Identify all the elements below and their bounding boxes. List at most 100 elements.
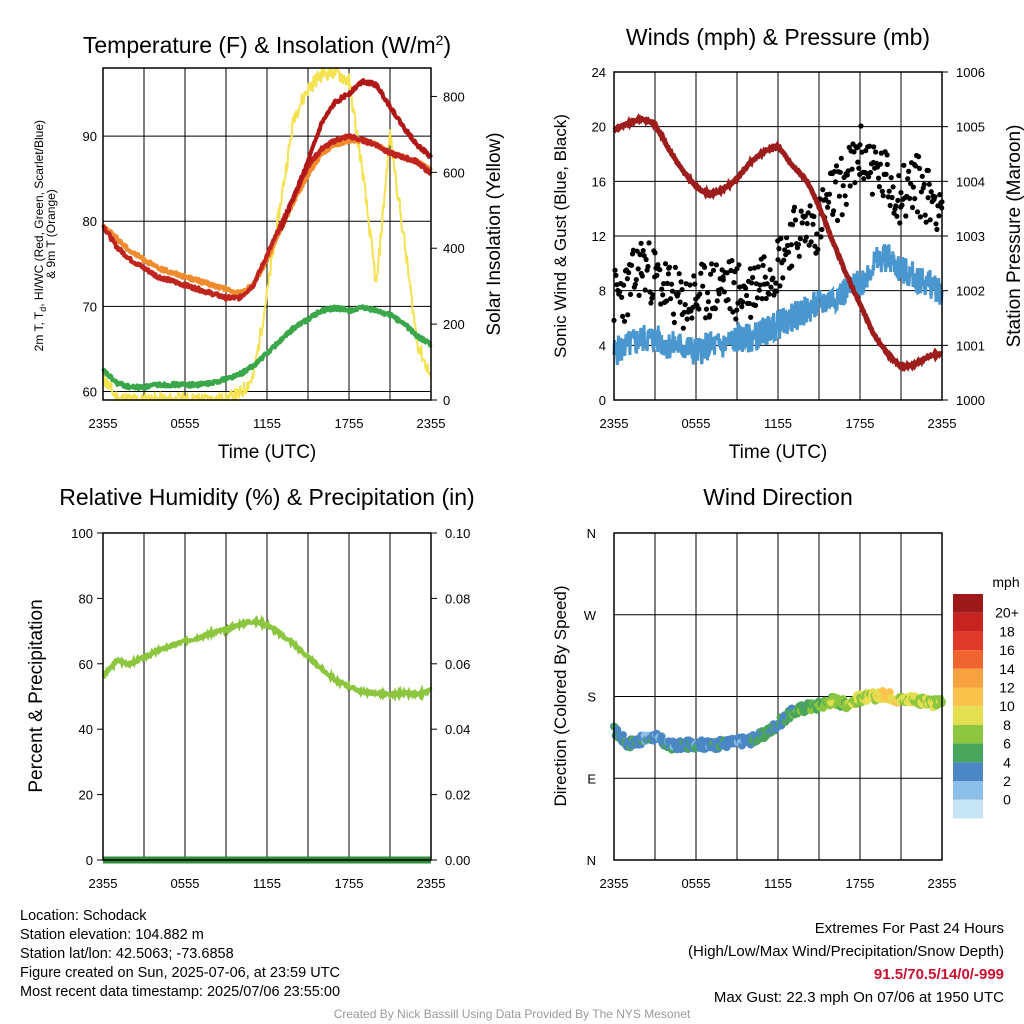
colorbar-swatch: [953, 724, 983, 744]
direction-point: [657, 732, 666, 741]
pressure-ylabel: Station Pressure (Maroon): [1004, 125, 1024, 348]
gust-point: [635, 266, 641, 272]
gust-point: [849, 166, 855, 172]
gust-point: [782, 247, 788, 253]
gust-point: [833, 163, 840, 169]
gust-point: [804, 220, 810, 227]
gust-point: [750, 274, 756, 281]
y-tick-label: E: [587, 771, 596, 786]
y-tick-label: 70: [83, 299, 97, 314]
max-gust: Max Gust: 22.3 mph On 07/06 at 1950 UTC: [713, 989, 1004, 1006]
y-tick-label: 90: [83, 129, 97, 144]
gust-point: [652, 250, 658, 256]
series-line-rh: [101, 614, 433, 702]
y2-tick-label: 0.04: [445, 722, 470, 737]
gust-point: [923, 219, 929, 225]
y2-tick-label: 1002: [956, 284, 985, 299]
gust-point: [617, 289, 623, 295]
y-tick-label: S: [587, 690, 596, 705]
figure-created: Figure created on Sun, 2025-07-06, at 23…: [20, 965, 340, 981]
gust-point: [698, 270, 704, 276]
credit-line: Created By Nick Bassill Using Data Provi…: [333, 1007, 691, 1021]
gust-point: [620, 313, 626, 319]
gust-point: [918, 189, 925, 195]
y-tick-label: 60: [79, 657, 93, 672]
y-tick-label: 20: [592, 120, 606, 135]
y2-tick-label: 1001: [956, 338, 985, 353]
gust-point: [791, 204, 798, 210]
gust-point: [645, 263, 651, 270]
x-tick-label: 2355: [600, 416, 629, 431]
colorbar-swatch: [953, 631, 983, 651]
gust-point: [705, 299, 712, 305]
y2-tick-label: 600: [443, 165, 465, 180]
x-tick-label: 1755: [846, 876, 875, 891]
gust-point: [932, 194, 938, 200]
gust-point: [670, 311, 677, 317]
extremes-box: Extremes For Past 24 Hours (High/Low/Max…: [688, 917, 1004, 1009]
gust-point: [775, 257, 781, 263]
colorbar-swatch: [953, 612, 983, 632]
y2-tick-label: 1006: [956, 65, 985, 80]
gust-point: [667, 264, 673, 270]
colorbar-label: 10: [999, 698, 1015, 714]
y2-tick-label: 800: [443, 89, 465, 104]
humidity-plot-frame: [102, 532, 432, 861]
gust-point: [837, 169, 843, 175]
colorbar-title: mph: [992, 574, 1019, 590]
gust-point: [746, 300, 753, 307]
gust-point: [842, 193, 848, 199]
gust-point: [672, 264, 679, 270]
gust-point: [857, 142, 863, 148]
gust-point: [814, 231, 820, 237]
gust-point: [886, 188, 892, 194]
gust-point: [724, 270, 730, 276]
winds-title: Winds (mph) & Pressure (mb): [626, 24, 930, 50]
colorbar-label: 0: [1003, 792, 1011, 808]
gust-point: [883, 171, 889, 177]
gust-point: [803, 234, 809, 240]
x-tick-label: 1155: [764, 416, 792, 431]
gust-point: [790, 222, 796, 228]
gust-point: [659, 286, 665, 292]
gust-point: [774, 288, 780, 294]
gust-point: [675, 290, 681, 296]
gust-point: [894, 213, 900, 219]
gust-point: [811, 213, 817, 220]
gust-point: [749, 280, 755, 286]
x-tick-label: 2355: [417, 416, 446, 431]
colorbar-swatch: [953, 781, 983, 800]
gust-point: [696, 306, 702, 312]
gust-point: [766, 291, 772, 297]
gust-point: [650, 292, 656, 298]
gust-point: [896, 173, 902, 179]
gust-point: [927, 217, 933, 223]
gust-point: [729, 258, 735, 264]
gust-point: [757, 282, 763, 288]
gust-point: [733, 316, 739, 322]
gust-point: [925, 167, 931, 174]
gust-point: [805, 210, 811, 216]
y2-tick-label: 1005: [956, 120, 985, 135]
gust-point: [671, 319, 678, 326]
gust-point: [621, 318, 628, 324]
y-tick-label: 0: [599, 393, 606, 408]
gust-point: [720, 277, 726, 283]
colorbar-swatch: [953, 799, 983, 819]
y2-tick-label: 1003: [956, 229, 985, 244]
gust-point: [847, 183, 853, 189]
station-location: Location: Schodack: [20, 908, 147, 924]
gust-point: [895, 197, 901, 203]
x-tick-label: 2355: [417, 876, 446, 891]
y-tick-label: 0: [86, 853, 93, 868]
gust-point: [916, 165, 923, 171]
gust-point: [619, 294, 625, 300]
gust-point: [763, 295, 769, 302]
gust-point: [914, 209, 921, 215]
gust-point: [655, 262, 661, 268]
gust-point: [826, 199, 832, 205]
gust-point: [633, 277, 639, 283]
gust-point: [867, 169, 874, 176]
winds-xlabel: Time (UTC): [729, 442, 828, 463]
gust-point: [663, 298, 670, 304]
